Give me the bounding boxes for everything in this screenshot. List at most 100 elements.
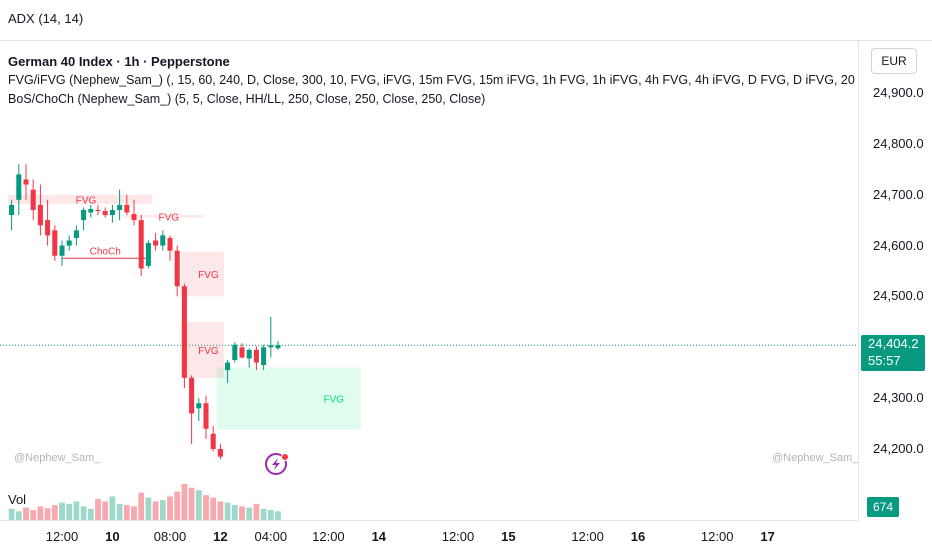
volume-bar bbox=[159, 500, 166, 520]
indicator-bos-legend[interactable]: BoS/ChoCh (Nephew_Sam_) (5, 5, Close, HH… bbox=[8, 92, 486, 106]
volume-value-tag: 674 bbox=[867, 497, 899, 517]
time-tick-label: 15 bbox=[501, 529, 516, 544]
candle-body bbox=[174, 250, 180, 287]
candle-body bbox=[145, 243, 151, 266]
volume-bar bbox=[37, 506, 44, 520]
adx-pane: ADX (14, 14) bbox=[0, 0, 932, 41]
adx-indicator-label[interactable]: ADX (14, 14) bbox=[8, 11, 84, 26]
candle-body bbox=[59, 245, 65, 256]
volume-bar bbox=[231, 505, 238, 520]
indicator-fvg-legend[interactable]: FVG/iFVG (Nephew_Sam_) (, 15, 60, 240, D… bbox=[8, 73, 855, 87]
fvg-zone-label: FVG bbox=[198, 346, 219, 357]
price-tick-label: 24,200.0 bbox=[873, 441, 924, 456]
volume-bar bbox=[195, 490, 202, 520]
candle-body bbox=[124, 204, 130, 213]
volume-bar bbox=[23, 507, 29, 520]
candle-body bbox=[117, 204, 123, 210]
fvg-zone-bear bbox=[123, 215, 203, 218]
volume-bar bbox=[80, 506, 87, 520]
fvg-zone-label: FVG bbox=[324, 395, 345, 406]
volume-bar bbox=[210, 497, 217, 520]
volume-bar bbox=[44, 508, 51, 520]
watermark-right: @Nephew_Sam_ bbox=[772, 452, 859, 464]
volume-bar bbox=[152, 501, 159, 520]
candle-body bbox=[30, 189, 36, 210]
volume-bar bbox=[59, 502, 65, 520]
volume-bar bbox=[131, 506, 137, 520]
volume-label[interactable]: Vol bbox=[8, 492, 27, 507]
candle-body bbox=[88, 208, 94, 213]
fvg-zone-bull bbox=[216, 367, 361, 430]
fvg-zone-bear bbox=[180, 321, 224, 378]
time-tick-label: 04:00 bbox=[254, 529, 288, 544]
candle-body bbox=[189, 377, 195, 414]
candle-body bbox=[232, 344, 238, 360]
volume-bar bbox=[260, 508, 267, 520]
currency-button[interactable]: EUR bbox=[871, 48, 917, 74]
candle-body bbox=[153, 240, 159, 246]
bar-countdown: 55:57 bbox=[868, 353, 901, 369]
price-tick-label: 24,300.0 bbox=[873, 390, 924, 406]
candle-body bbox=[9, 204, 15, 216]
choch-label: ChoCh bbox=[90, 246, 121, 257]
volume-bar bbox=[181, 484, 188, 520]
volume-bar bbox=[188, 487, 195, 520]
candle-body bbox=[203, 403, 209, 429]
time-tick-label: 10 bbox=[105, 529, 120, 544]
fvg-zone-bear bbox=[8, 194, 152, 204]
time-tick-label: 16 bbox=[630, 529, 646, 544]
volume-bar bbox=[123, 505, 130, 520]
candle-body bbox=[102, 210, 108, 216]
price-axis[interactable]: EUR 24,900.0 24,800.0 24,700.0 24,600.0 24,5… bbox=[858, 40, 932, 520]
last-price-tag: 24,404.2 55:57 bbox=[861, 335, 925, 372]
volume-bar bbox=[145, 497, 152, 520]
volume-bar bbox=[102, 501, 109, 520]
candle-body bbox=[37, 204, 43, 226]
fvg-zone-label: FVG bbox=[159, 212, 180, 223]
volume-bar bbox=[66, 503, 73, 520]
time-tick-label: 12:00 bbox=[441, 529, 475, 544]
fvg-zone-label: FVG bbox=[198, 270, 219, 281]
time-tick-label: 12:00 bbox=[312, 529, 345, 544]
time-axis[interactable]: 12:00 10 08:00 12 04:00 12:00 14 12:00 15 12:00 16… bbox=[0, 520, 858, 551]
volume-bar bbox=[95, 498, 101, 520]
volume-bar bbox=[224, 502, 231, 520]
candle-body bbox=[239, 347, 245, 358]
time-tick-label: 08:00 bbox=[153, 529, 187, 544]
volume-bar bbox=[267, 510, 274, 520]
candle-body bbox=[268, 345, 274, 348]
volume-bar bbox=[116, 503, 123, 520]
time-tick-label: 12:00 bbox=[45, 529, 79, 544]
price-tick-label: 24,600.0 bbox=[873, 237, 924, 253]
symbol-title[interactable]: German 40 Index · 1h · Pepperstone bbox=[8, 54, 230, 69]
candle-body bbox=[217, 449, 223, 457]
candle-body bbox=[52, 230, 58, 256]
candle-body bbox=[196, 403, 202, 409]
candle-body bbox=[246, 349, 252, 359]
time-tick-label: 17 bbox=[760, 529, 775, 544]
volume-bar bbox=[87, 508, 94, 520]
volume-bar bbox=[203, 495, 209, 520]
volume-bar bbox=[73, 501, 80, 520]
time-tick-label: 12:00 bbox=[700, 529, 734, 544]
candle-body bbox=[253, 349, 259, 363]
candle-body bbox=[210, 433, 216, 449]
candle-body bbox=[16, 174, 22, 200]
main-chart-pane[interactable]: FVG FVG FVG FVG FVG ChoCh bbox=[0, 40, 858, 520]
candlestick-chart[interactable]: FVG FVG FVG FVG FVG ChoCh bbox=[0, 40, 858, 520]
candle-body bbox=[23, 179, 29, 185]
time-tick-label: 12:00 bbox=[571, 529, 604, 544]
volume-bar bbox=[138, 492, 145, 520]
fvg-zone-label: FVG bbox=[76, 195, 97, 206]
volume-bar bbox=[239, 506, 245, 520]
volume-bar bbox=[167, 496, 173, 520]
time-tick-label: 12 bbox=[213, 529, 228, 544]
candle-body bbox=[160, 235, 166, 246]
fvg-zone-bear bbox=[180, 251, 224, 297]
candle-body bbox=[181, 286, 187, 378]
candle-body bbox=[45, 220, 51, 236]
price-tick-label: 24,500.0 bbox=[873, 288, 924, 304]
candle-body bbox=[167, 237, 173, 251]
candle-body bbox=[95, 209, 101, 211]
watermark-left: @Nephew_Sam_ bbox=[14, 452, 101, 464]
